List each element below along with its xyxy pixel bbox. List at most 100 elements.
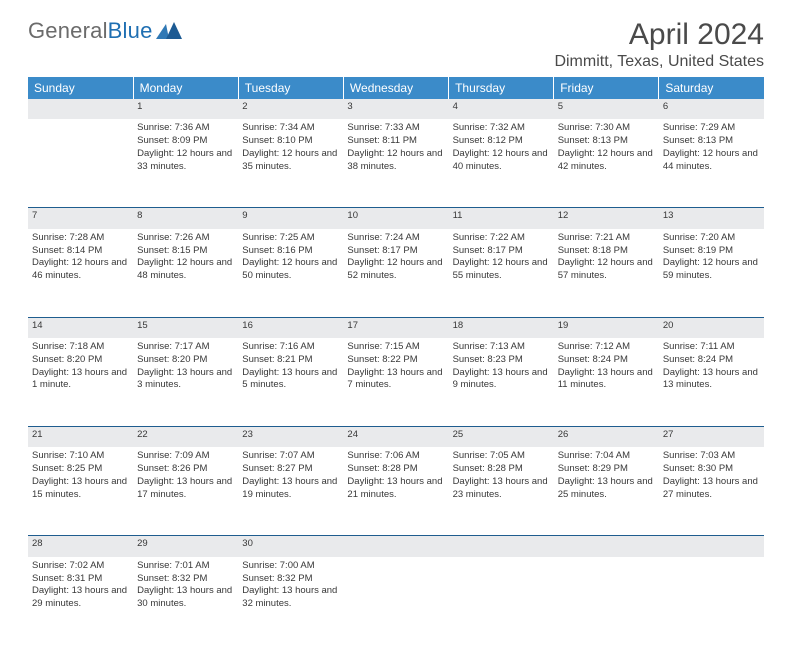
daynum-row: 14151617181920 bbox=[28, 317, 764, 338]
day-number: 25 bbox=[449, 427, 554, 448]
weekday-header: Friday bbox=[554, 77, 659, 99]
day-number bbox=[554, 536, 659, 557]
day-cell: Sunrise: 7:21 AMSunset: 8:18 PMDaylight:… bbox=[554, 229, 659, 318]
day-body: Sunrise: 7:30 AMSunset: 8:13 PMDaylight:… bbox=[558, 121, 655, 173]
day-number bbox=[449, 536, 554, 557]
day-number: 6 bbox=[659, 99, 764, 119]
day-body: Sunrise: 7:17 AMSunset: 8:20 PMDaylight:… bbox=[137, 340, 234, 392]
day-number: 21 bbox=[28, 427, 133, 448]
day-body: Sunrise: 7:01 AMSunset: 8:32 PMDaylight:… bbox=[137, 559, 234, 611]
day-cell: Sunrise: 7:26 AMSunset: 8:15 PMDaylight:… bbox=[133, 229, 238, 318]
week-row: Sunrise: 7:36 AMSunset: 8:09 PMDaylight:… bbox=[28, 119, 764, 208]
day-body: Sunrise: 7:18 AMSunset: 8:20 PMDaylight:… bbox=[32, 340, 129, 392]
day-number: 2 bbox=[238, 99, 343, 119]
day-number: 3 bbox=[343, 99, 448, 119]
day-cell: Sunrise: 7:33 AMSunset: 8:11 PMDaylight:… bbox=[343, 119, 448, 208]
day-cell: Sunrise: 7:25 AMSunset: 8:16 PMDaylight:… bbox=[238, 229, 343, 318]
day-body: Sunrise: 7:32 AMSunset: 8:12 PMDaylight:… bbox=[453, 121, 550, 173]
day-number: 5 bbox=[554, 99, 659, 119]
day-body: Sunrise: 7:25 AMSunset: 8:16 PMDaylight:… bbox=[242, 231, 339, 283]
day-body: Sunrise: 7:05 AMSunset: 8:28 PMDaylight:… bbox=[453, 449, 550, 501]
day-body: Sunrise: 7:11 AMSunset: 8:24 PMDaylight:… bbox=[663, 340, 760, 392]
day-cell: Sunrise: 7:12 AMSunset: 8:24 PMDaylight:… bbox=[554, 338, 659, 427]
day-cell: Sunrise: 7:06 AMSunset: 8:28 PMDaylight:… bbox=[343, 447, 448, 536]
day-cell: Sunrise: 7:05 AMSunset: 8:28 PMDaylight:… bbox=[449, 447, 554, 536]
day-number bbox=[343, 536, 448, 557]
day-body: Sunrise: 7:26 AMSunset: 8:15 PMDaylight:… bbox=[137, 231, 234, 283]
day-cell bbox=[28, 119, 133, 208]
header: GeneralBlue April 2024 Dimmitt, Texas, U… bbox=[28, 18, 764, 71]
day-body: Sunrise: 7:29 AMSunset: 8:13 PMDaylight:… bbox=[663, 121, 760, 173]
daynum-row: 282930 bbox=[28, 536, 764, 557]
day-number: 22 bbox=[133, 427, 238, 448]
day-body: Sunrise: 7:07 AMSunset: 8:27 PMDaylight:… bbox=[242, 449, 339, 501]
week-row: Sunrise: 7:02 AMSunset: 8:31 PMDaylight:… bbox=[28, 557, 764, 645]
day-cell: Sunrise: 7:18 AMSunset: 8:20 PMDaylight:… bbox=[28, 338, 133, 427]
day-body: Sunrise: 7:20 AMSunset: 8:19 PMDaylight:… bbox=[663, 231, 760, 283]
day-cell: Sunrise: 7:28 AMSunset: 8:14 PMDaylight:… bbox=[28, 229, 133, 318]
day-number: 13 bbox=[659, 208, 764, 229]
weekday-header: Thursday bbox=[449, 77, 554, 99]
day-number: 12 bbox=[554, 208, 659, 229]
week-row: Sunrise: 7:28 AMSunset: 8:14 PMDaylight:… bbox=[28, 229, 764, 318]
day-cell: Sunrise: 7:00 AMSunset: 8:32 PMDaylight:… bbox=[238, 557, 343, 645]
logo-mark-icon bbox=[156, 22, 182, 40]
weekday-header: Sunday bbox=[28, 77, 133, 99]
day-body: Sunrise: 7:04 AMSunset: 8:29 PMDaylight:… bbox=[558, 449, 655, 501]
day-number: 30 bbox=[238, 536, 343, 557]
day-number: 1 bbox=[133, 99, 238, 119]
weekday-header: Tuesday bbox=[238, 77, 343, 99]
day-cell: Sunrise: 7:36 AMSunset: 8:09 PMDaylight:… bbox=[133, 119, 238, 208]
day-number: 11 bbox=[449, 208, 554, 229]
week-row: Sunrise: 7:10 AMSunset: 8:25 PMDaylight:… bbox=[28, 447, 764, 536]
day-cell: Sunrise: 7:16 AMSunset: 8:21 PMDaylight:… bbox=[238, 338, 343, 427]
day-number: 14 bbox=[28, 317, 133, 338]
day-cell bbox=[659, 557, 764, 645]
daynum-row: 78910111213 bbox=[28, 208, 764, 229]
day-cell: Sunrise: 7:22 AMSunset: 8:17 PMDaylight:… bbox=[449, 229, 554, 318]
day-number: 15 bbox=[133, 317, 238, 338]
day-body: Sunrise: 7:03 AMSunset: 8:30 PMDaylight:… bbox=[663, 449, 760, 501]
day-number: 26 bbox=[554, 427, 659, 448]
day-number: 4 bbox=[449, 99, 554, 119]
day-cell: Sunrise: 7:17 AMSunset: 8:20 PMDaylight:… bbox=[133, 338, 238, 427]
day-body: Sunrise: 7:13 AMSunset: 8:23 PMDaylight:… bbox=[453, 340, 550, 392]
day-cell: Sunrise: 7:29 AMSunset: 8:13 PMDaylight:… bbox=[659, 119, 764, 208]
location-text: Dimmitt, Texas, United States bbox=[554, 53, 764, 71]
day-number: 28 bbox=[28, 536, 133, 557]
daynum-row: 123456 bbox=[28, 99, 764, 119]
day-cell: Sunrise: 7:04 AMSunset: 8:29 PMDaylight:… bbox=[554, 447, 659, 536]
day-body: Sunrise: 7:36 AMSunset: 8:09 PMDaylight:… bbox=[137, 121, 234, 173]
day-body: Sunrise: 7:02 AMSunset: 8:31 PMDaylight:… bbox=[32, 559, 129, 611]
day-cell: Sunrise: 7:07 AMSunset: 8:27 PMDaylight:… bbox=[238, 447, 343, 536]
day-cell: Sunrise: 7:09 AMSunset: 8:26 PMDaylight:… bbox=[133, 447, 238, 536]
weekday-header: Monday bbox=[133, 77, 238, 99]
day-number: 7 bbox=[28, 208, 133, 229]
day-number: 8 bbox=[133, 208, 238, 229]
day-body: Sunrise: 7:24 AMSunset: 8:17 PMDaylight:… bbox=[347, 231, 444, 283]
day-number: 20 bbox=[659, 317, 764, 338]
day-body: Sunrise: 7:12 AMSunset: 8:24 PMDaylight:… bbox=[558, 340, 655, 392]
day-cell: Sunrise: 7:01 AMSunset: 8:32 PMDaylight:… bbox=[133, 557, 238, 645]
day-body: Sunrise: 7:33 AMSunset: 8:11 PMDaylight:… bbox=[347, 121, 444, 173]
day-body: Sunrise: 7:00 AMSunset: 8:32 PMDaylight:… bbox=[242, 559, 339, 611]
page-title: April 2024 bbox=[554, 18, 764, 51]
day-body: Sunrise: 7:15 AMSunset: 8:22 PMDaylight:… bbox=[347, 340, 444, 392]
daynum-row: 21222324252627 bbox=[28, 427, 764, 448]
day-cell: Sunrise: 7:15 AMSunset: 8:22 PMDaylight:… bbox=[343, 338, 448, 427]
weekday-header: Saturday bbox=[659, 77, 764, 99]
day-number: 16 bbox=[238, 317, 343, 338]
day-body: Sunrise: 7:06 AMSunset: 8:28 PMDaylight:… bbox=[347, 449, 444, 501]
day-cell: Sunrise: 7:02 AMSunset: 8:31 PMDaylight:… bbox=[28, 557, 133, 645]
day-number: 27 bbox=[659, 427, 764, 448]
day-cell: Sunrise: 7:34 AMSunset: 8:10 PMDaylight:… bbox=[238, 119, 343, 208]
day-cell: Sunrise: 7:20 AMSunset: 8:19 PMDaylight:… bbox=[659, 229, 764, 318]
day-cell bbox=[554, 557, 659, 645]
day-cell: Sunrise: 7:03 AMSunset: 8:30 PMDaylight:… bbox=[659, 447, 764, 536]
day-cell bbox=[343, 557, 448, 645]
weekday-header-row: Sunday Monday Tuesday Wednesday Thursday… bbox=[28, 77, 764, 99]
day-number: 9 bbox=[238, 208, 343, 229]
day-number: 29 bbox=[133, 536, 238, 557]
title-block: April 2024 Dimmitt, Texas, United States bbox=[554, 18, 764, 71]
day-cell bbox=[449, 557, 554, 645]
